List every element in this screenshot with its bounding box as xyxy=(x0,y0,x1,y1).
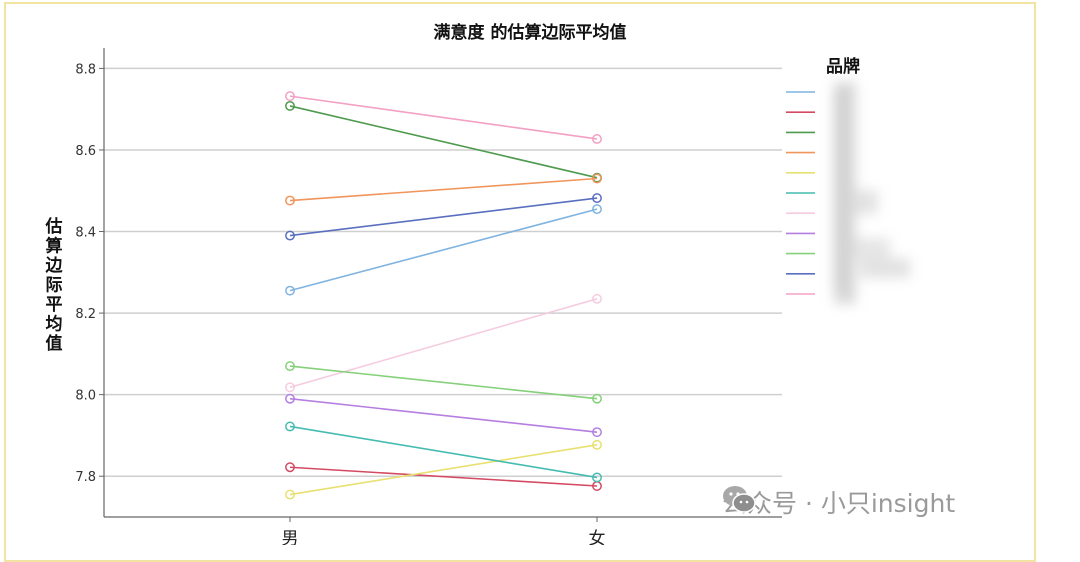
x-tick-label: 女 xyxy=(589,529,606,545)
series-line xyxy=(289,177,598,202)
y-tick-label: 7.8 xyxy=(75,470,96,485)
data-point xyxy=(285,195,295,206)
series-line xyxy=(289,197,598,237)
data-point xyxy=(592,472,602,483)
chart-frame xyxy=(4,2,1036,562)
series-line xyxy=(289,425,598,479)
series-line xyxy=(289,365,598,400)
data-point xyxy=(592,439,602,450)
y-tick-labels: 7.8 8.0 8.2 8.4 8.6 8.8 xyxy=(75,62,96,485)
data-point xyxy=(592,173,602,184)
y-axis-label-char: 值 xyxy=(46,333,63,354)
y-axis-label: 估算边际平均值 xyxy=(45,216,64,354)
y-axis-label-char: 边 xyxy=(45,256,64,276)
data-point xyxy=(285,462,295,473)
data-point xyxy=(285,230,295,241)
data-point xyxy=(592,133,602,144)
x-tick-label: 男 xyxy=(282,529,299,545)
data-point xyxy=(592,204,602,215)
series-line xyxy=(289,208,598,292)
data-point xyxy=(592,293,602,304)
data-point xyxy=(285,421,295,432)
x-tick-labels: 男女 xyxy=(282,517,606,545)
series-line xyxy=(289,397,598,433)
chart-title: 满意度 的估算边际平均值 xyxy=(434,22,627,43)
data-point xyxy=(285,100,295,111)
series-lines xyxy=(285,91,602,500)
legend-title: 品牌 xyxy=(826,56,860,77)
gridlines xyxy=(99,67,782,477)
legend xyxy=(786,91,815,295)
series-line xyxy=(289,298,598,389)
data-point xyxy=(285,361,295,372)
watermark: 公众号 · 小只insight xyxy=(722,484,955,520)
y-axis-label-char: 算 xyxy=(45,236,63,257)
data-point xyxy=(592,193,602,204)
axes xyxy=(103,48,782,518)
legend-labels-obscured xyxy=(834,82,910,304)
series-line xyxy=(289,95,598,140)
series-line xyxy=(289,444,598,496)
data-point xyxy=(285,489,295,500)
wechat-icon xyxy=(723,486,756,513)
y-tick-label: 8.0 xyxy=(75,389,96,404)
y-axis-label-char: 均 xyxy=(46,314,63,335)
data-point xyxy=(285,285,295,296)
data-point xyxy=(285,393,295,404)
y-tick-label: 8.8 xyxy=(75,62,96,77)
y-axis-label-char: 估 xyxy=(45,216,63,237)
y-axis-label-char: 平 xyxy=(46,295,63,315)
y-axis-label-char: 际 xyxy=(46,276,63,296)
data-point xyxy=(285,91,295,102)
series-line xyxy=(289,466,598,487)
y-tick-label: 8.2 xyxy=(75,307,96,322)
watermark-text: 公众号 · 小只insight xyxy=(722,489,956,518)
y-tick-label: 8.6 xyxy=(75,144,96,159)
line-chart: 满意度 的估算边际平均值 7.88.08.28.48.68.8 男女 估算边际平… xyxy=(45,22,910,545)
y-tick-label: 8.4 xyxy=(75,226,96,241)
series-line xyxy=(289,105,598,179)
data-point xyxy=(592,393,602,404)
data-point xyxy=(285,382,295,393)
data-point xyxy=(592,427,602,438)
